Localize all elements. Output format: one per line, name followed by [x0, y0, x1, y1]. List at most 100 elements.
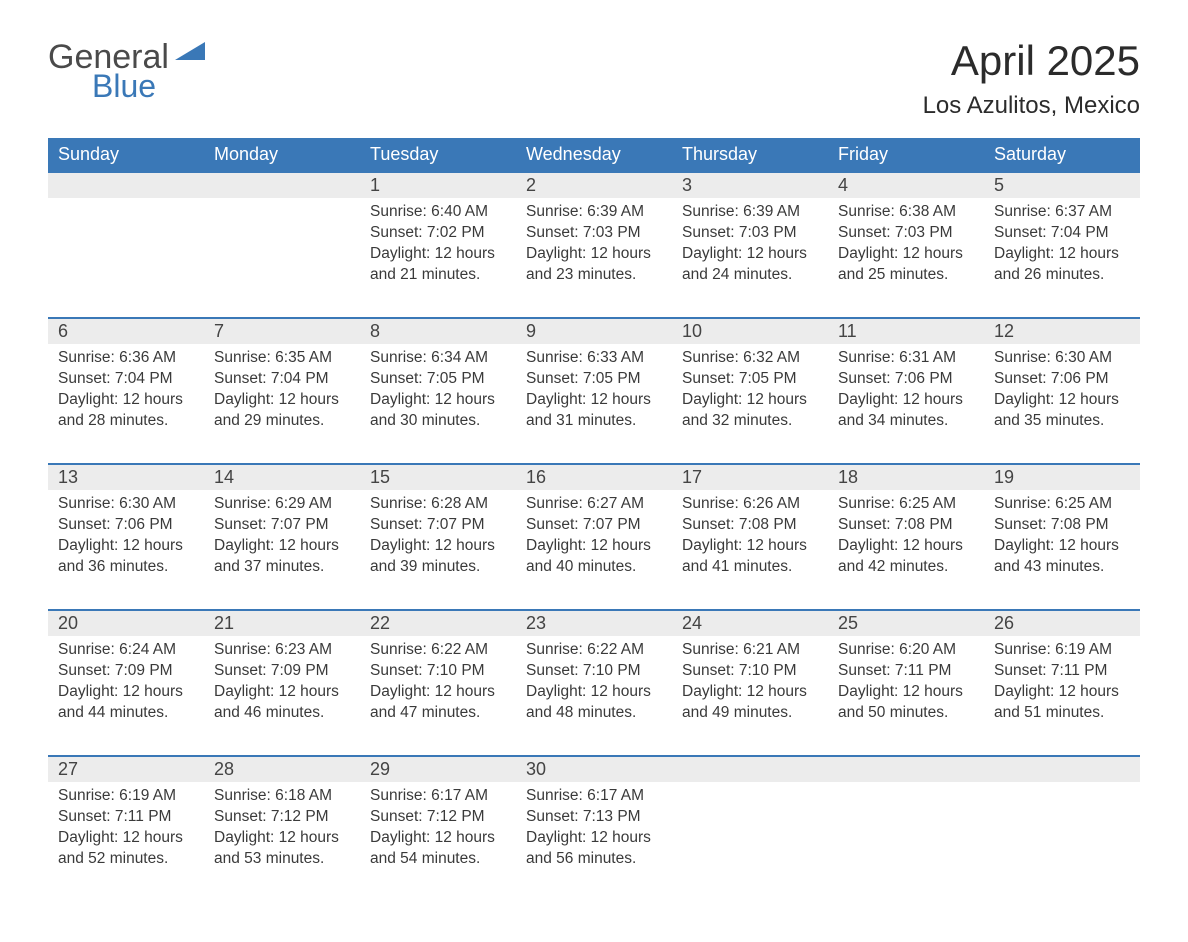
day-number-row: 27 28 29 30: [48, 756, 1140, 782]
day-data-cell: Sunrise: 6:20 AM Sunset: 7:11 PM Dayligh…: [828, 636, 984, 756]
day-number: 15: [370, 467, 390, 487]
header: General Blue April 2025 Los Azulitos, Me…: [48, 40, 1140, 120]
day-data-cell: Sunrise: 6:25 AM Sunset: 7:08 PM Dayligh…: [828, 490, 984, 610]
day-number-row: 13141516171819: [48, 464, 1140, 490]
day-data-cell: Sunrise: 6:27 AM Sunset: 7:07 PM Dayligh…: [516, 490, 672, 610]
day-number-cell: 22: [360, 610, 516, 636]
weekday-header: Monday: [204, 138, 360, 172]
day-number-cell: 15: [360, 464, 516, 490]
day-number-cell: 3: [672, 172, 828, 198]
day-number-cell: 27: [48, 756, 204, 782]
day-number: 13: [58, 467, 78, 487]
day-number-cell: [48, 172, 204, 198]
day-data-cell: Sunrise: 6:18 AM Sunset: 7:12 PM Dayligh…: [204, 782, 360, 902]
day-data-cell: Sunrise: 6:36 AM Sunset: 7:04 PM Dayligh…: [48, 344, 204, 464]
day-number-cell: [828, 756, 984, 782]
day-number-cell: 5: [984, 172, 1140, 198]
day-number-cell: 11: [828, 318, 984, 344]
day-number: 2: [526, 175, 536, 195]
day-number-cell: 12: [984, 318, 1140, 344]
day-number: 16: [526, 467, 546, 487]
day-number-cell: 29: [360, 756, 516, 782]
day-data-row: Sunrise: 6:24 AM Sunset: 7:09 PM Dayligh…: [48, 636, 1140, 756]
day-number: 26: [994, 613, 1014, 633]
day-data-cell: [828, 782, 984, 902]
day-data-cell: Sunrise: 6:32 AM Sunset: 7:05 PM Dayligh…: [672, 344, 828, 464]
day-details: Sunrise: 6:33 AM Sunset: 7:05 PM Dayligh…: [526, 348, 662, 432]
day-number-cell: 1: [360, 172, 516, 198]
day-number-cell: 2: [516, 172, 672, 198]
day-details: Sunrise: 6:34 AM Sunset: 7:05 PM Dayligh…: [370, 348, 506, 432]
day-data-cell: [204, 198, 360, 318]
day-details: Sunrise: 6:37 AM Sunset: 7:04 PM Dayligh…: [994, 202, 1130, 286]
day-data-cell: Sunrise: 6:35 AM Sunset: 7:04 PM Dayligh…: [204, 344, 360, 464]
logo: General Blue: [48, 40, 211, 102]
day-number-cell: 20: [48, 610, 204, 636]
day-number: 22: [370, 613, 390, 633]
day-data-cell: Sunrise: 6:31 AM Sunset: 7:06 PM Dayligh…: [828, 344, 984, 464]
day-number-cell: 26: [984, 610, 1140, 636]
day-data-cell: Sunrise: 6:40 AM Sunset: 7:02 PM Dayligh…: [360, 198, 516, 318]
weekday-header: Thursday: [672, 138, 828, 172]
day-details: Sunrise: 6:29 AM Sunset: 7:07 PM Dayligh…: [214, 494, 350, 578]
day-number-cell: 16: [516, 464, 672, 490]
day-number: 3: [682, 175, 692, 195]
day-number-cell: 19: [984, 464, 1140, 490]
day-number: 29: [370, 759, 390, 779]
day-data-row: Sunrise: 6:30 AM Sunset: 7:06 PM Dayligh…: [48, 490, 1140, 610]
day-details: Sunrise: 6:22 AM Sunset: 7:10 PM Dayligh…: [370, 640, 506, 724]
day-number-cell: 21: [204, 610, 360, 636]
day-number: 5: [994, 175, 1004, 195]
day-details: Sunrise: 6:17 AM Sunset: 7:13 PM Dayligh…: [526, 786, 662, 870]
day-number: 28: [214, 759, 234, 779]
day-details: Sunrise: 6:25 AM Sunset: 7:08 PM Dayligh…: [994, 494, 1130, 578]
day-details: Sunrise: 6:22 AM Sunset: 7:10 PM Dayligh…: [526, 640, 662, 724]
day-details: Sunrise: 6:26 AM Sunset: 7:08 PM Dayligh…: [682, 494, 818, 578]
weekday-header: Tuesday: [360, 138, 516, 172]
day-number: 30: [526, 759, 546, 779]
day-number: 25: [838, 613, 858, 633]
day-number-cell: [204, 172, 360, 198]
day-data-cell: Sunrise: 6:37 AM Sunset: 7:04 PM Dayligh…: [984, 198, 1140, 318]
day-details: Sunrise: 6:27 AM Sunset: 7:07 PM Dayligh…: [526, 494, 662, 578]
day-details: Sunrise: 6:24 AM Sunset: 7:09 PM Dayligh…: [58, 640, 194, 724]
day-details: Sunrise: 6:25 AM Sunset: 7:08 PM Dayligh…: [838, 494, 974, 578]
day-number-row: 6789101112: [48, 318, 1140, 344]
weekday-header: Friday: [828, 138, 984, 172]
day-data-cell: Sunrise: 6:19 AM Sunset: 7:11 PM Dayligh…: [48, 782, 204, 902]
location: Los Azulitos, Mexico: [923, 92, 1140, 120]
day-number-cell: 10: [672, 318, 828, 344]
day-details: Sunrise: 6:23 AM Sunset: 7:09 PM Dayligh…: [214, 640, 350, 724]
day-details: Sunrise: 6:18 AM Sunset: 7:12 PM Dayligh…: [214, 786, 350, 870]
day-data-row: Sunrise: 6:36 AM Sunset: 7:04 PM Dayligh…: [48, 344, 1140, 464]
day-details: Sunrise: 6:31 AM Sunset: 7:06 PM Dayligh…: [838, 348, 974, 432]
day-number-cell: 7: [204, 318, 360, 344]
day-details: Sunrise: 6:20 AM Sunset: 7:11 PM Dayligh…: [838, 640, 974, 724]
weekday-header-row: Sunday Monday Tuesday Wednesday Thursday…: [48, 138, 1140, 172]
day-number-cell: [672, 756, 828, 782]
day-number: 23: [526, 613, 546, 633]
day-data-cell: Sunrise: 6:38 AM Sunset: 7:03 PM Dayligh…: [828, 198, 984, 318]
day-number-cell: [984, 756, 1140, 782]
day-number: 27: [58, 759, 78, 779]
day-data-cell: Sunrise: 6:24 AM Sunset: 7:09 PM Dayligh…: [48, 636, 204, 756]
day-number-cell: 30: [516, 756, 672, 782]
day-number: 7: [214, 321, 224, 341]
day-data-cell: Sunrise: 6:34 AM Sunset: 7:05 PM Dayligh…: [360, 344, 516, 464]
day-details: Sunrise: 6:28 AM Sunset: 7:07 PM Dayligh…: [370, 494, 506, 578]
day-data-cell: [984, 782, 1140, 902]
day-data-row: Sunrise: 6:19 AM Sunset: 7:11 PM Dayligh…: [48, 782, 1140, 902]
day-data-cell: [48, 198, 204, 318]
day-number: 9: [526, 321, 536, 341]
day-number-cell: 28: [204, 756, 360, 782]
day-data-cell: Sunrise: 6:25 AM Sunset: 7:08 PM Dayligh…: [984, 490, 1140, 610]
day-details: Sunrise: 6:38 AM Sunset: 7:03 PM Dayligh…: [838, 202, 974, 286]
day-data-cell: Sunrise: 6:17 AM Sunset: 7:12 PM Dayligh…: [360, 782, 516, 902]
day-details: Sunrise: 6:35 AM Sunset: 7:04 PM Dayligh…: [214, 348, 350, 432]
day-number-cell: 8: [360, 318, 516, 344]
day-number-row: 12345: [48, 172, 1140, 198]
day-number: 24: [682, 613, 702, 633]
day-data-cell: Sunrise: 6:26 AM Sunset: 7:08 PM Dayligh…: [672, 490, 828, 610]
day-data-cell: Sunrise: 6:22 AM Sunset: 7:10 PM Dayligh…: [360, 636, 516, 756]
month-title: April 2025: [923, 40, 1140, 82]
